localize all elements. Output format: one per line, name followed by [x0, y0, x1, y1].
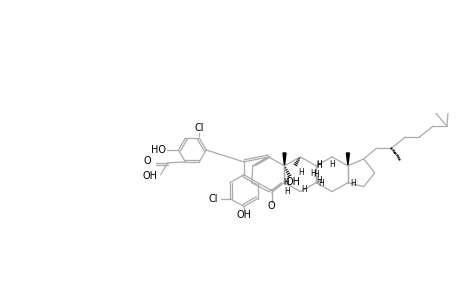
Text: H: H	[349, 179, 355, 188]
Text: H: H	[310, 169, 315, 178]
Text: H: H	[329, 160, 334, 169]
Polygon shape	[282, 153, 285, 166]
Text: H: H	[284, 187, 290, 196]
Text: O: O	[143, 156, 151, 166]
Text: OH: OH	[236, 210, 251, 220]
Text: H: H	[315, 161, 321, 170]
Text: Cl: Cl	[208, 194, 218, 203]
Text: H: H	[318, 179, 323, 188]
Text: H: H	[301, 185, 307, 194]
Text: O: O	[267, 202, 275, 212]
Text: Cl: Cl	[194, 123, 204, 133]
Text: OH: OH	[285, 177, 300, 187]
Text: H: H	[315, 160, 321, 169]
Text: OH: OH	[142, 171, 157, 181]
Text: H: H	[298, 168, 303, 177]
Text: H: H	[316, 176, 321, 185]
Text: H: H	[283, 178, 289, 187]
Polygon shape	[346, 153, 349, 166]
Text: H: H	[313, 170, 319, 179]
Text: HO: HO	[150, 145, 165, 155]
